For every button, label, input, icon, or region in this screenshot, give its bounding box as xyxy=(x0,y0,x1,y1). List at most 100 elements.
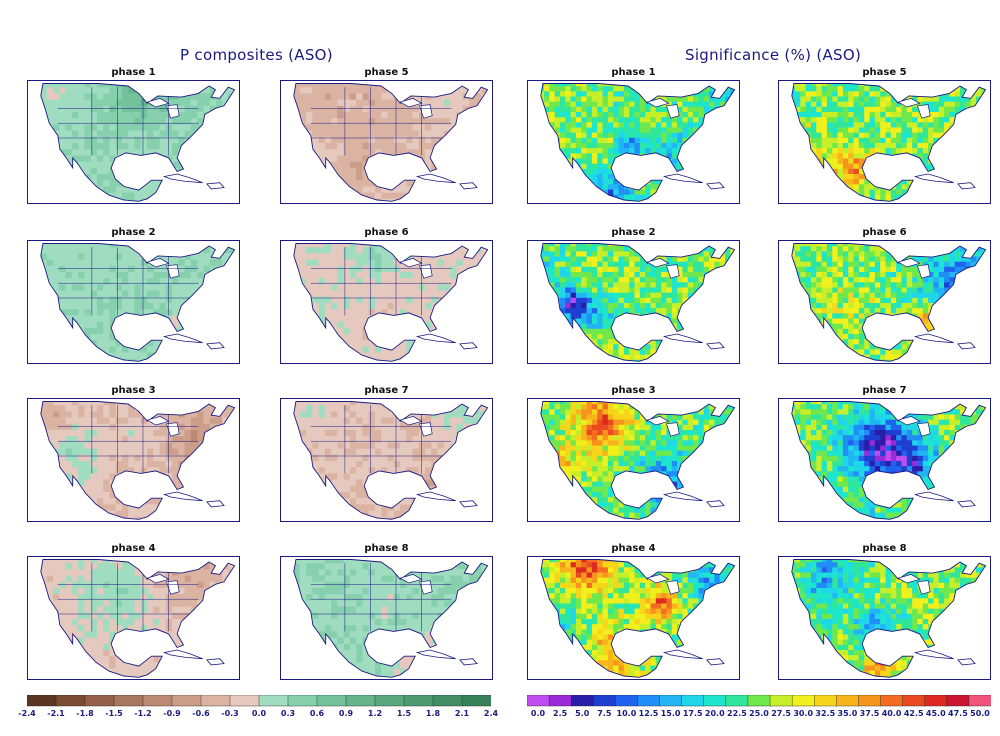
field-cell xyxy=(71,130,79,138)
field-cell xyxy=(393,296,401,304)
field-cell xyxy=(121,467,129,474)
field-cell xyxy=(103,619,111,626)
field-cell xyxy=(293,143,295,150)
field-cell xyxy=(134,516,142,520)
field-cell xyxy=(368,112,376,119)
field-cell xyxy=(40,243,42,248)
field-cell xyxy=(450,192,458,200)
field-cell xyxy=(281,106,288,113)
field-cell xyxy=(90,581,98,589)
field-cell xyxy=(71,99,79,107)
field-cell xyxy=(293,99,301,107)
field-cell xyxy=(134,600,142,608)
field-cell xyxy=(343,352,351,360)
field-cell xyxy=(115,136,123,144)
field-cell xyxy=(40,174,48,181)
field-cell xyxy=(437,436,445,443)
field-cell xyxy=(178,559,186,564)
field-cell xyxy=(362,174,370,181)
field-cell xyxy=(59,411,67,419)
field-cell xyxy=(343,192,351,200)
field-cell xyxy=(103,461,111,468)
field-cell xyxy=(293,358,295,362)
field-cell xyxy=(406,296,414,304)
field-cell xyxy=(84,674,92,678)
field-cell xyxy=(337,510,345,518)
field-cell xyxy=(393,247,401,254)
field-cell xyxy=(134,296,142,304)
field-cell xyxy=(28,284,35,291)
field-cell xyxy=(393,309,401,316)
field-cell xyxy=(349,315,357,323)
field-cell xyxy=(134,352,142,360)
field-cell xyxy=(235,247,240,254)
field-cell xyxy=(172,442,179,450)
field-cell xyxy=(450,430,458,437)
field-cell xyxy=(331,155,338,163)
field-cell xyxy=(393,143,401,150)
field-cell xyxy=(28,517,35,522)
field-cell xyxy=(28,260,35,267)
field-cell xyxy=(349,303,357,310)
field-cell xyxy=(468,504,476,512)
field-cell xyxy=(431,303,439,310)
field-cell xyxy=(59,143,67,150)
field-cell xyxy=(235,449,240,456)
field-cell xyxy=(475,467,483,474)
field-cell xyxy=(437,259,445,267)
field-cell xyxy=(437,346,445,354)
field-cell xyxy=(368,563,376,570)
field-cell xyxy=(468,198,476,202)
field-cell xyxy=(281,399,288,406)
field-cell xyxy=(103,430,111,437)
field-cell xyxy=(293,180,295,187)
field-cell xyxy=(40,656,42,663)
field-cell xyxy=(331,180,338,187)
field-cell xyxy=(228,346,235,354)
field-cell xyxy=(228,130,235,138)
field-cell xyxy=(140,559,148,564)
field-cell xyxy=(103,569,111,577)
field-cell xyxy=(481,479,488,487)
field-cell xyxy=(306,265,313,273)
field-cell xyxy=(462,442,470,450)
field-cell xyxy=(28,272,35,279)
field-cell xyxy=(134,442,142,450)
field-cell xyxy=(153,130,161,138)
field-cell xyxy=(468,99,476,107)
field-cell xyxy=(381,334,389,341)
field-cell xyxy=(306,149,313,156)
field-cell xyxy=(337,198,345,202)
field-cell xyxy=(71,600,79,608)
field-cell xyxy=(184,278,192,285)
field-cell xyxy=(374,296,382,304)
field-cell xyxy=(115,668,123,676)
field-cell xyxy=(153,643,161,651)
field-cell xyxy=(121,612,129,620)
field-cell xyxy=(28,607,35,614)
field-cell xyxy=(65,155,73,163)
field-cell xyxy=(84,569,92,577)
great-lake xyxy=(166,264,180,279)
field-cell xyxy=(28,168,35,175)
field-cell xyxy=(468,124,476,132)
field-cell xyxy=(293,516,301,520)
field-cell xyxy=(299,467,307,474)
field-cell xyxy=(121,272,129,279)
field-cell xyxy=(153,124,161,132)
field-cell xyxy=(71,334,79,341)
field-cell xyxy=(450,105,458,113)
field-cell xyxy=(443,510,451,518)
field-cell xyxy=(228,124,235,132)
field-cell xyxy=(450,352,458,360)
field-cell xyxy=(374,563,382,570)
field-cell xyxy=(159,136,167,144)
field-cell xyxy=(40,321,48,329)
field-cell xyxy=(96,430,104,437)
field-cell xyxy=(456,315,464,323)
field-cell xyxy=(153,272,161,279)
field-cell xyxy=(425,461,432,468)
field-cell xyxy=(324,143,332,150)
field-cell xyxy=(400,346,407,354)
field-cell xyxy=(209,186,217,194)
